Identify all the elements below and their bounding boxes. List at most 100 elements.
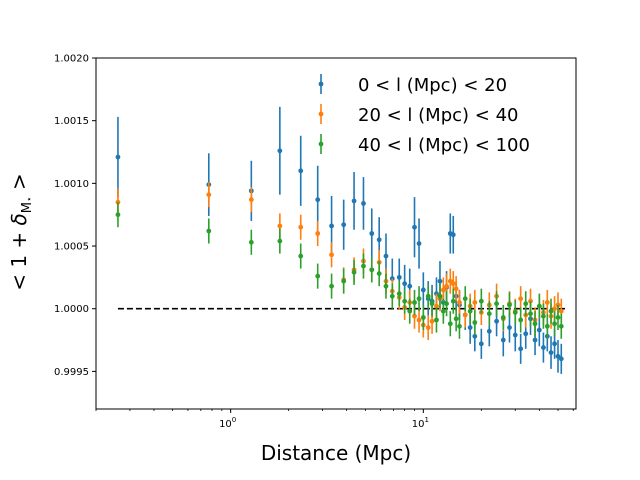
data-point: [472, 333, 478, 339]
data-point: [500, 337, 506, 343]
data-point: [425, 293, 431, 299]
y-axis-label-subscript: M: [20, 202, 35, 213]
data-point: [315, 231, 321, 236]
data-point: [548, 308, 554, 314]
y-tick-label: 1.0010: [54, 179, 89, 190]
data-point: [383, 253, 389, 259]
data-point: [298, 253, 304, 259]
data-point: [420, 287, 426, 293]
data-point: [450, 232, 456, 238]
data-point: [447, 321, 453, 327]
data-point: [376, 237, 382, 243]
data-point: [416, 241, 422, 246]
data-point: [376, 271, 382, 277]
data-point: [541, 313, 546, 319]
legend: 0 < l (Mpc) < 20 20 < l (Mpc) < 40 40 < l …: [318, 74, 530, 156]
data-point: [412, 313, 417, 319]
y-tick-label: 1.0015: [54, 116, 89, 127]
data-point: [507, 302, 512, 308]
data-point: [450, 281, 456, 287]
data-point: [558, 356, 564, 362]
data-point: [472, 300, 478, 305]
data-point: [444, 283, 449, 289]
data-point: [486, 328, 492, 334]
data-point: [494, 301, 499, 307]
data-point: [329, 283, 334, 289]
data-point: [453, 316, 459, 322]
data-point: [450, 298, 456, 304]
data-point: [277, 148, 283, 154]
data-point: [457, 300, 462, 305]
data-point: [277, 238, 283, 244]
data-point: [544, 323, 550, 329]
data-point: [416, 317, 422, 323]
data-point: [536, 327, 542, 333]
data-point: [383, 283, 389, 289]
x-tick-base: 10: [412, 419, 425, 430]
legend-item-1: 0 < l (Mpc) < 20: [318, 74, 507, 96]
data-point: [486, 311, 492, 317]
data-point: [440, 287, 446, 293]
data-point: [552, 306, 557, 312]
y-axis-label-suffix: >: [7, 173, 31, 196]
data-point: [494, 318, 499, 324]
data-point: [532, 337, 538, 343]
y-tick-label: 1.0020: [54, 54, 89, 65]
data-point: [420, 315, 426, 320]
data-point: [453, 286, 459, 292]
data-point: [298, 224, 304, 230]
data-point: [329, 252, 334, 258]
data-point: [478, 341, 484, 347]
plot-background: [96, 58, 576, 409]
x-tick-label: 101: [412, 416, 429, 430]
data-point: [462, 296, 468, 302]
data-point: [507, 325, 512, 330]
data-point: [361, 201, 366, 206]
data-point: [315, 273, 321, 279]
data-point: [369, 267, 375, 273]
y-tick-label: 1.0005: [54, 242, 89, 253]
legend-label: 20 < l (Mpc) < 40: [358, 105, 518, 126]
data-point: [528, 311, 533, 317]
data-point: [248, 239, 254, 245]
y-tick-label: 0.9995: [54, 367, 89, 378]
data-point: [440, 308, 446, 314]
series-layer: [115, 106, 564, 374]
data-point: [558, 323, 564, 329]
data-point: [412, 300, 417, 305]
data-point: [277, 223, 283, 229]
data-point: [206, 228, 212, 234]
legend-marker-point: [318, 111, 324, 117]
data-point: [500, 315, 506, 320]
data-point: [552, 341, 557, 347]
data-point: [523, 301, 529, 307]
data-point: [555, 315, 561, 320]
data-point: [115, 154, 121, 160]
legend-marker-point: [318, 81, 324, 87]
data-point: [467, 325, 473, 330]
data-point: [429, 318, 435, 324]
data-point: [396, 274, 402, 280]
y-tick-label: 1.0000: [54, 304, 89, 315]
data-point: [478, 298, 484, 304]
data-point: [544, 300, 550, 305]
data-point: [402, 298, 408, 304]
axes-frame: [95, 57, 577, 410]
x-tick-label: 100: [219, 416, 236, 430]
data-point: [115, 212, 121, 218]
x-tick-exponent: 0: [232, 416, 236, 424]
data-point: [351, 269, 357, 275]
data-point: [206, 192, 212, 198]
data-point: [467, 308, 473, 314]
data-point: [523, 331, 529, 337]
data-point: [437, 293, 443, 299]
data-point: [532, 321, 538, 327]
data-point: [555, 353, 561, 359]
legend-marker-point: [318, 141, 324, 147]
series-3: [115, 202, 564, 339]
data-point: [396, 291, 402, 297]
data-point: [558, 308, 564, 314]
x-tick-exponent: 1: [424, 416, 428, 424]
y-axis-label-delta: δ: [7, 213, 31, 225]
y-axis-label-star: ⋆: [25, 196, 35, 202]
